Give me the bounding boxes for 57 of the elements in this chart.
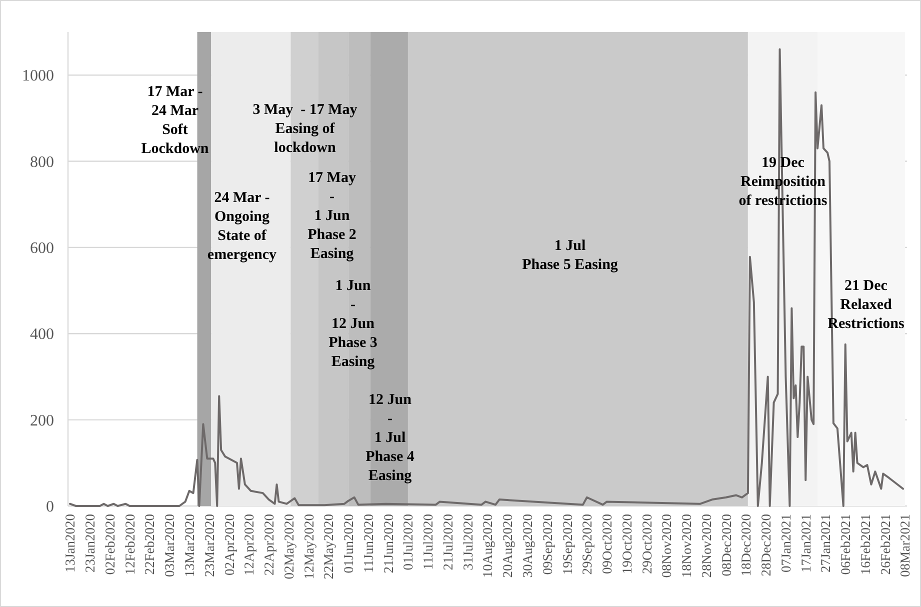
x-tick-label: 11Jun2020: [360, 514, 376, 573]
x-tick-label: 03Mar2020: [162, 514, 178, 577]
x-tick-label: 30Aug2020: [520, 514, 535, 578]
x-tick-label: 29Sep2020: [580, 514, 595, 575]
y-tick-label: 0: [46, 498, 54, 516]
x-tick-label: 12Feb2020: [122, 514, 138, 575]
x-tick-label: 31Jul2020: [460, 514, 476, 570]
x-tick-label: 08Nov2020: [659, 514, 674, 578]
band-label: 24 Mar - Ongoing State of emergency: [207, 190, 278, 263]
y-tick-label: 600: [30, 240, 54, 258]
x-tick-label: 01Jul2020: [400, 514, 416, 570]
y-tick-label: 1000: [22, 68, 54, 85]
x-tick-label: 02Apr2020: [222, 514, 237, 576]
x-tick-label: 20Aug2020: [500, 514, 516, 578]
x-tick-label: 08Dec2020: [718, 514, 734, 576]
y-tick-label: 800: [30, 154, 54, 171]
band-label: 17 May - 1 Jun Phase 2 Easing: [308, 170, 356, 262]
y-tick-label: 400: [30, 326, 54, 344]
x-tick-label: 09Sep2020: [540, 514, 555, 575]
x-tick-label: 27Jan2021: [818, 514, 834, 572]
band-label: 1 Jun - 12 Jun Phase 3 Easing: [328, 278, 378, 370]
x-tick-label: 26Feb2021: [878, 514, 893, 575]
x-tick-label: 02May2020: [281, 514, 296, 580]
band-label: 1 Jul Phase 5 Easing: [522, 238, 618, 273]
band-label: 17 Mar - 24 Mar Soft Lockdown: [141, 84, 210, 157]
x-tick-label: 23Mar2020: [202, 514, 217, 577]
y-tick-label: 200: [30, 412, 54, 430]
x-tick-label: 01Jun2020: [341, 514, 356, 574]
x-tick-label: 13Jan2020: [62, 514, 78, 572]
x-tick-label: 21Jul2020: [440, 514, 456, 570]
x-tick-label: 22Apr2020: [262, 514, 277, 576]
x-tick-label: 02Feb2020: [102, 514, 118, 575]
x-tick-label: 19Oct2020: [619, 514, 634, 574]
band-label: 12 Jun - 1 Jul Phase 4 Easing: [366, 392, 415, 484]
x-tick-label: 28Nov2020: [698, 514, 714, 578]
x-tick-label: 23Jan2020: [82, 514, 98, 572]
x-tick-label: 07Jan2021: [778, 514, 794, 572]
x-tick-label: 12Apr2020: [242, 514, 257, 576]
x-tick-label: 12May2020: [301, 514, 316, 580]
x-tick-label: 29Oct2020: [639, 514, 654, 574]
x-tick-label: 17Jan2021: [798, 514, 814, 572]
x-tick-label: 08Mar2021: [898, 514, 913, 577]
x-tick-label: 18Dec2020: [738, 514, 754, 576]
x-tick-label: 22May2020: [321, 514, 336, 580]
x-tick-label: 11Jul2020: [420, 514, 436, 570]
line-series: [68, 48, 904, 507]
x-tick-label: 22Feb2020: [142, 514, 158, 575]
x-tick-label: 28Dec2020: [758, 514, 774, 576]
x-tick-label: 19Sep2020: [560, 514, 575, 575]
x-tick-label: 09Oct2020: [600, 514, 615, 574]
x-tick-label: 16Feb2021: [858, 514, 873, 575]
x-tick-label: 10Aug2020: [480, 514, 496, 578]
band-label: 3 May - 17 May Easing of lockdown: [252, 102, 358, 156]
x-tick-label: 18Nov2020: [679, 514, 694, 578]
x-tick-label: 13Mar2020: [182, 514, 197, 577]
x-tick-label: 06Feb2021: [838, 514, 854, 575]
x-tick-label: 21Jun2020: [380, 514, 396, 574]
